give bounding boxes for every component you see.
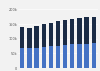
Bar (92, 44, 96, 68)
Bar (27, 48, 32, 68)
Bar (63, 20, 67, 45)
Bar (49, 23, 53, 46)
Bar (70, 19, 74, 44)
Bar (49, 46, 53, 68)
Bar (84, 44, 89, 68)
Bar (34, 48, 39, 68)
Bar (70, 44, 74, 68)
Bar (34, 26, 39, 48)
Bar (77, 44, 82, 68)
Bar (27, 28, 32, 48)
Bar (42, 24, 46, 47)
Bar (63, 45, 67, 68)
Bar (20, 48, 24, 68)
Bar (56, 21, 60, 46)
Bar (56, 46, 60, 68)
Bar (92, 17, 96, 44)
Bar (20, 27, 24, 48)
Bar (77, 18, 82, 44)
Bar (84, 17, 89, 44)
Bar (42, 47, 46, 68)
